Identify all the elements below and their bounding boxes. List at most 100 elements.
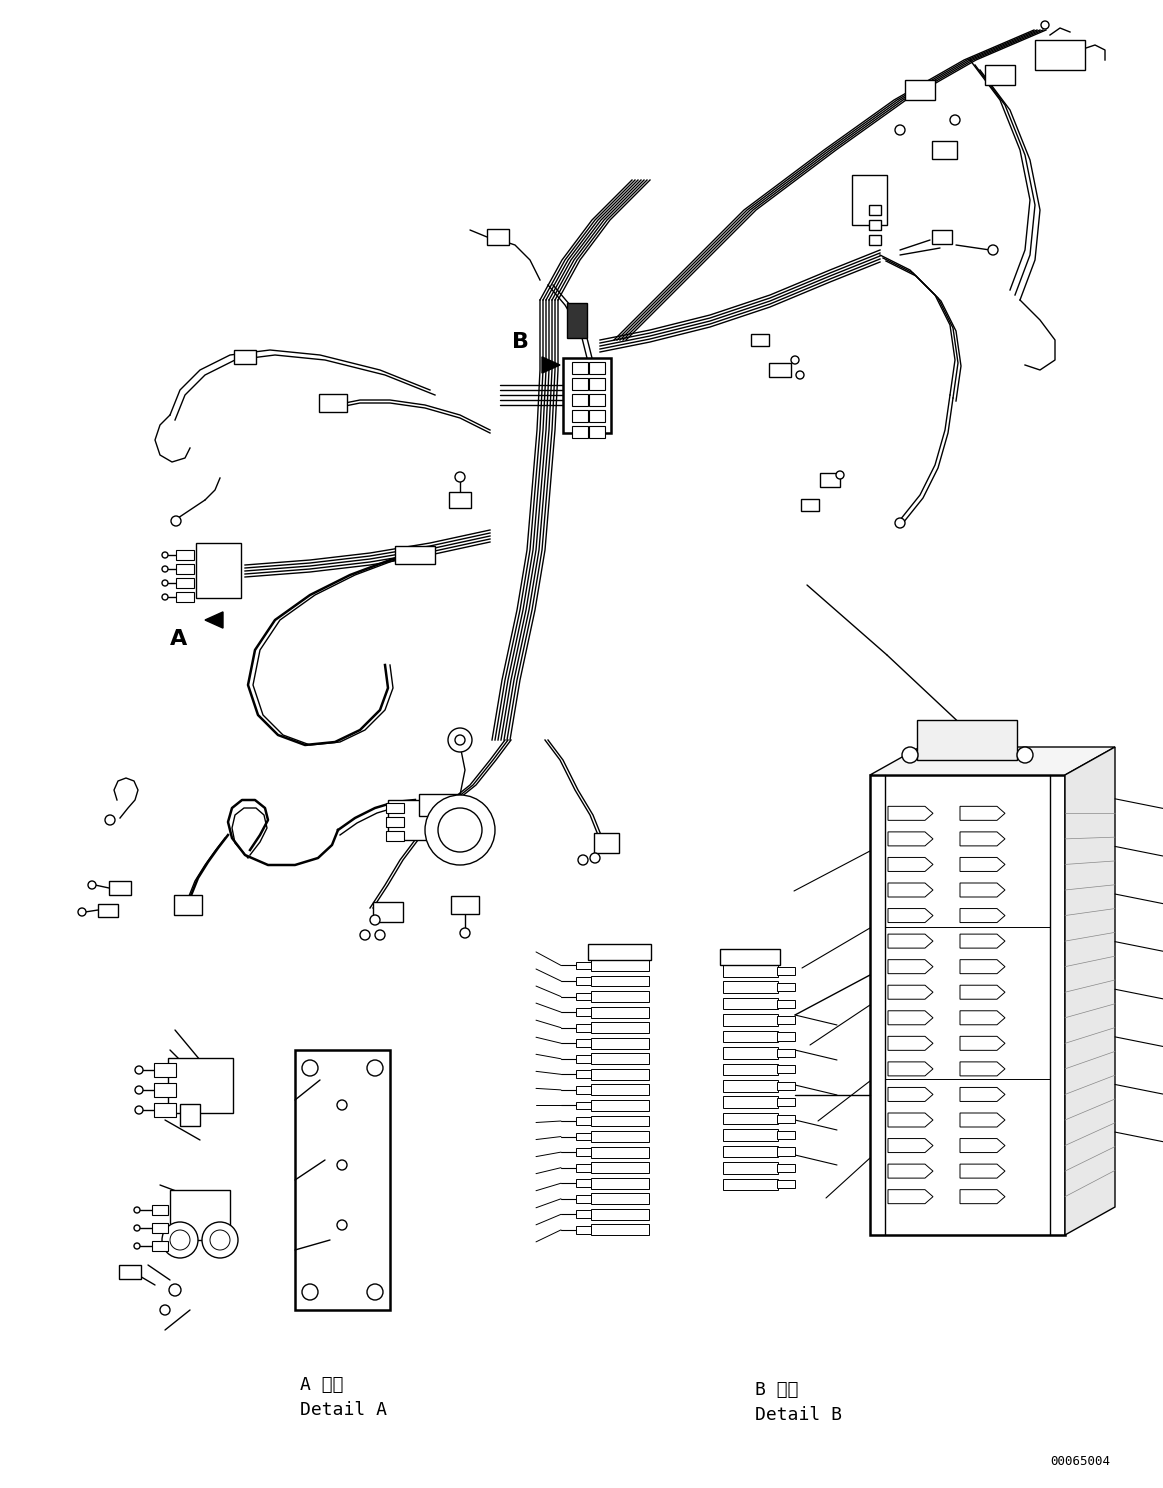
Bar: [777, 1016, 795, 1024]
Bar: [591, 991, 649, 1001]
Circle shape: [791, 356, 799, 365]
Polygon shape: [959, 806, 1005, 820]
Bar: [905, 80, 935, 100]
Text: Detail A: Detail A: [300, 1402, 387, 1420]
Circle shape: [424, 795, 495, 865]
Bar: [576, 1180, 591, 1187]
Circle shape: [455, 735, 465, 745]
Bar: [869, 205, 882, 214]
Bar: [576, 1024, 591, 1031]
Bar: [386, 817, 404, 827]
Polygon shape: [889, 1036, 933, 1051]
Bar: [801, 498, 819, 510]
Bar: [723, 1015, 778, 1025]
Bar: [387, 801, 433, 841]
Bar: [419, 795, 461, 815]
Bar: [487, 229, 509, 246]
Bar: [591, 976, 649, 987]
Circle shape: [134, 1242, 140, 1248]
Bar: [576, 1086, 591, 1094]
Text: Detail B: Detail B: [755, 1406, 842, 1424]
Bar: [449, 493, 471, 507]
Bar: [588, 943, 651, 960]
Circle shape: [455, 472, 465, 482]
Text: A: A: [170, 629, 187, 649]
Circle shape: [162, 1222, 198, 1257]
Bar: [386, 804, 404, 812]
Bar: [723, 1031, 778, 1042]
Bar: [916, 720, 1016, 760]
Bar: [395, 546, 435, 564]
Bar: [723, 1097, 778, 1109]
Bar: [723, 1162, 778, 1174]
Bar: [769, 363, 791, 376]
Bar: [576, 992, 591, 1000]
Circle shape: [171, 516, 181, 525]
Bar: [591, 1162, 649, 1173]
Polygon shape: [542, 357, 561, 373]
Bar: [777, 1082, 795, 1089]
Bar: [176, 564, 194, 574]
Polygon shape: [889, 832, 933, 845]
Text: B: B: [512, 332, 529, 353]
Bar: [568, 302, 587, 338]
Circle shape: [169, 1284, 181, 1296]
Bar: [576, 1149, 591, 1156]
Bar: [176, 577, 194, 588]
Bar: [723, 982, 778, 992]
Bar: [588, 378, 605, 390]
Circle shape: [211, 1231, 230, 1250]
Bar: [195, 543, 241, 598]
Bar: [576, 1039, 591, 1048]
Bar: [869, 220, 882, 231]
Polygon shape: [889, 1062, 933, 1076]
Polygon shape: [959, 1138, 1005, 1153]
Polygon shape: [959, 1088, 1005, 1101]
Polygon shape: [959, 960, 1005, 973]
Bar: [591, 1007, 649, 1018]
Polygon shape: [959, 985, 1005, 1000]
Bar: [576, 1210, 591, 1219]
Bar: [720, 949, 780, 966]
Bar: [777, 1131, 795, 1140]
Bar: [576, 1195, 591, 1202]
Circle shape: [989, 246, 998, 254]
Bar: [723, 966, 778, 976]
Polygon shape: [959, 857, 1005, 872]
Text: 00065004: 00065004: [1050, 1455, 1110, 1469]
Bar: [152, 1241, 167, 1251]
Bar: [985, 65, 1015, 85]
Bar: [777, 1033, 795, 1040]
Circle shape: [1041, 21, 1049, 28]
Bar: [170, 1190, 230, 1240]
Bar: [933, 141, 957, 159]
Bar: [576, 961, 591, 969]
Bar: [109, 881, 131, 894]
Circle shape: [88, 881, 97, 888]
Polygon shape: [959, 1010, 1005, 1025]
Circle shape: [461, 929, 470, 937]
Bar: [576, 1132, 591, 1140]
Bar: [591, 1068, 649, 1080]
Bar: [576, 1009, 591, 1016]
Bar: [591, 960, 649, 970]
Bar: [932, 231, 952, 244]
Bar: [572, 362, 588, 373]
Circle shape: [448, 728, 472, 751]
Circle shape: [370, 915, 380, 926]
Polygon shape: [889, 882, 933, 897]
Bar: [591, 1208, 649, 1220]
Bar: [591, 1225, 649, 1235]
Polygon shape: [959, 1036, 1005, 1051]
Circle shape: [162, 580, 167, 586]
Bar: [594, 833, 620, 853]
Bar: [174, 894, 202, 915]
Bar: [591, 1022, 649, 1033]
Circle shape: [795, 371, 804, 379]
Circle shape: [368, 1059, 383, 1076]
Circle shape: [162, 565, 167, 571]
Polygon shape: [959, 1164, 1005, 1178]
Bar: [154, 1103, 176, 1117]
Bar: [591, 1147, 649, 1158]
Circle shape: [368, 1284, 383, 1301]
